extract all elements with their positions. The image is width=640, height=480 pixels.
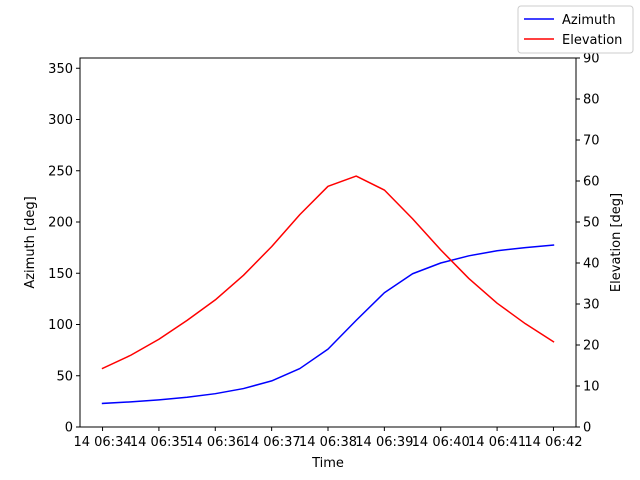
y-left-tick-label: 350 — [48, 62, 73, 77]
x-tick-label: 14 06:38 — [299, 435, 357, 450]
x-tick-label: 14 06:40 — [412, 435, 470, 450]
x-tick-label: 14 06:37 — [243, 435, 301, 450]
y-right-tick-label: 20 — [583, 339, 600, 354]
y-right-tick-label: 30 — [583, 298, 600, 313]
plot-area — [80, 58, 576, 427]
legend-label-azimuth: Azimuth — [562, 13, 616, 28]
series-line-azimuth — [101, 244, 555, 405]
y-right-tick-label: 70 — [583, 134, 600, 149]
x-axis-label: Time — [311, 456, 344, 471]
plot-frame — [79, 57, 577, 428]
y-left-tick-label: 100 — [48, 318, 73, 333]
y-right-tick-label: 50 — [583, 216, 600, 231]
y-right-tick-label: 80 — [583, 93, 600, 108]
y-right-tick-label: 40 — [583, 257, 600, 272]
y-axis-right-label: Elevation [deg] — [609, 193, 624, 292]
x-tick-label: 14 06:39 — [355, 435, 413, 450]
y-axis-left-label: Azimuth [deg] — [23, 196, 38, 288]
series-line-elevation — [101, 175, 555, 370]
y-right-tick-label: 60 — [583, 175, 600, 190]
y-left-tick-label: 0 — [65, 421, 73, 436]
y-right-tick-label: 0 — [583, 421, 591, 436]
y-right-tick-label: 10 — [583, 380, 600, 395]
x-tick-label: 14 06:34 — [73, 435, 131, 450]
x-tick-label: 14 06:41 — [468, 435, 526, 450]
y-axis-right: 0 10 20 30 40 50 60 70 80 90 — [576, 52, 600, 436]
y-left-tick-label: 200 — [48, 216, 73, 231]
y-left-tick-label: 300 — [48, 113, 73, 128]
legend-frame — [517, 5, 634, 54]
y-left-tick-label: 150 — [48, 267, 73, 282]
x-tick-label: 14 06:42 — [524, 435, 582, 450]
x-tick-label: 14 06:35 — [130, 435, 188, 450]
series-layer — [101, 175, 555, 405]
legend: Azimuth Elevation — [517, 5, 634, 54]
y-left-tick-label: 250 — [48, 164, 73, 179]
y-left-tick-label: 50 — [56, 369, 73, 384]
y-right-tick-label: 90 — [583, 52, 600, 67]
x-tick-label: 14 06:36 — [186, 435, 244, 450]
legend-label-elevation: Elevation — [562, 33, 622, 48]
y-axis-left: 0 50 100 150 200 250 300 350 — [48, 62, 80, 436]
